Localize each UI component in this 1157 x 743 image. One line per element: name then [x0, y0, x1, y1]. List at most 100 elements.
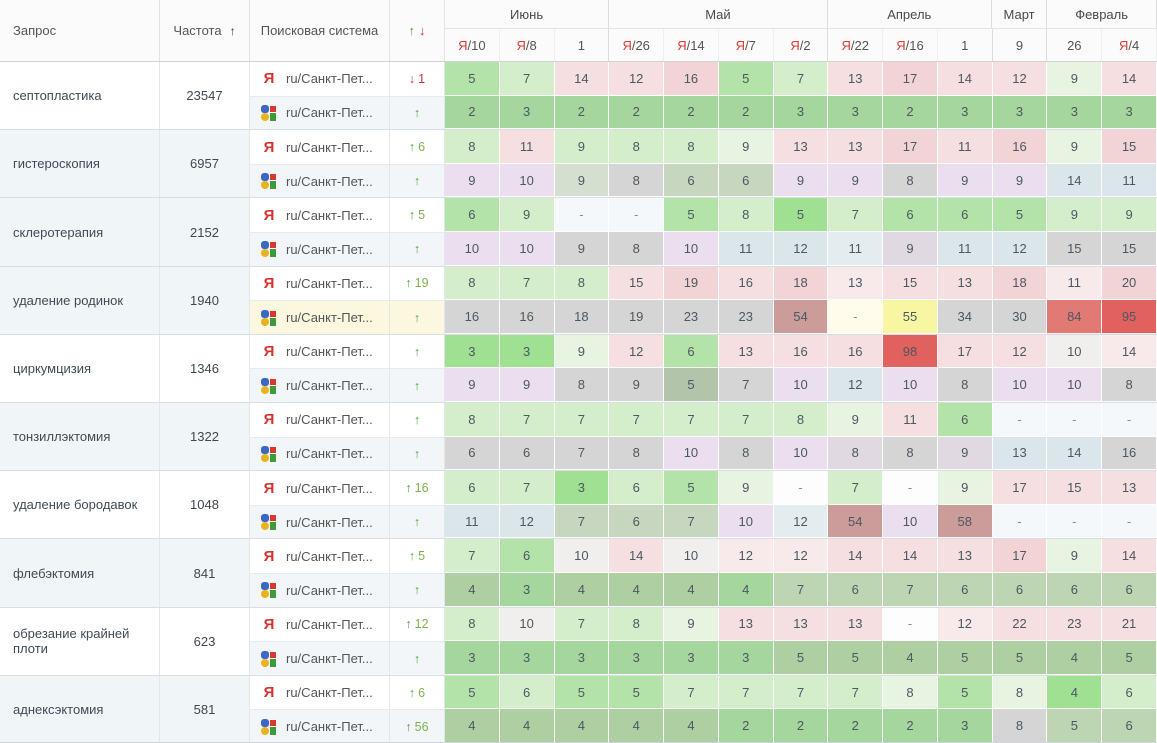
position-cell[interactable]: 9	[718, 130, 774, 164]
position-cell[interactable]: 9	[883, 232, 938, 266]
date-header[interactable]: 1	[938, 29, 993, 61]
position-cell[interactable]: 11	[937, 232, 993, 266]
position-cell[interactable]: 7	[499, 62, 555, 96]
position-cell[interactable]: 21	[1102, 607, 1157, 642]
position-cell[interactable]: 12	[828, 368, 884, 403]
position-cell[interactable]: 11	[1047, 266, 1103, 301]
position-cell[interactable]: 11	[718, 232, 774, 266]
position-cell[interactable]: 9	[1047, 198, 1103, 233]
query-cell[interactable]: обрезание крайней плоти	[0, 607, 160, 675]
position-cell[interactable]: 16	[718, 266, 774, 301]
position-cell[interactable]: 14	[1047, 436, 1103, 471]
position-cell[interactable]: 4	[1047, 675, 1103, 710]
date-header[interactable]: 1	[555, 29, 610, 61]
position-cell[interactable]: 6	[828, 573, 884, 607]
position-cell[interactable]: 9	[445, 163, 500, 198]
position-cell[interactable]: 7	[828, 471, 884, 505]
position-cell[interactable]: 6	[664, 163, 719, 198]
position-cell[interactable]: 9	[499, 368, 555, 403]
position-cell[interactable]: -	[828, 300, 884, 334]
position-cell[interactable]: 10	[1047, 368, 1103, 403]
position-cell[interactable]: 10	[554, 539, 610, 574]
position-cell[interactable]: 8	[554, 266, 610, 301]
position-cell[interactable]: 5	[445, 62, 500, 96]
position-cell[interactable]: 5	[828, 641, 884, 675]
position-cell[interactable]: 20	[1102, 266, 1157, 301]
position-cell[interactable]: 5	[937, 641, 993, 675]
position-cell[interactable]: -	[992, 504, 1048, 539]
column-header-frequency[interactable]: Частота ↑	[160, 0, 250, 61]
position-cell[interactable]: 15	[883, 266, 938, 301]
position-cell[interactable]: 6	[664, 334, 719, 369]
position-cell[interactable]: 6	[445, 198, 500, 233]
position-cell[interactable]: 16	[992, 130, 1048, 164]
query-cell[interactable]: склеротерапия	[0, 198, 160, 266]
query-cell[interactable]: тонзиллэктомия	[0, 403, 160, 471]
position-cell[interactable]: 5	[773, 641, 829, 675]
position-cell[interactable]: 4	[499, 709, 555, 742]
search-engine-cell[interactable]: ru/Санкт-Пет...	[250, 232, 390, 266]
position-cell[interactable]: 15	[1047, 232, 1103, 266]
position-cell[interactable]: 8	[445, 403, 500, 437]
position-cell[interactable]: 22	[992, 607, 1048, 642]
position-cell[interactable]: 58	[937, 504, 993, 539]
position-cell[interactable]: 9	[1047, 130, 1103, 164]
position-cell[interactable]: 10	[499, 232, 555, 266]
position-cell[interactable]: 5	[664, 368, 719, 403]
position-cell[interactable]: 6	[1102, 573, 1157, 607]
position-cell[interactable]: 17	[883, 62, 938, 96]
query-cell[interactable]: флебэктомия	[0, 539, 160, 607]
position-cell[interactable]: 8	[609, 130, 665, 164]
position-cell[interactable]: 9	[937, 471, 993, 505]
position-cell[interactable]: 8	[992, 709, 1048, 742]
position-cell[interactable]: 6	[609, 504, 665, 539]
position-cell[interactable]: 10	[773, 368, 829, 403]
position-cell[interactable]: 8	[609, 607, 665, 642]
position-cell[interactable]: 5	[1102, 641, 1157, 675]
position-cell[interactable]: -	[1102, 504, 1157, 539]
position-cell[interactable]: 4	[664, 573, 719, 607]
position-cell[interactable]: 19	[609, 300, 665, 334]
position-cell[interactable]: 13	[828, 266, 884, 301]
position-cell[interactable]: 8	[664, 130, 719, 164]
position-cell[interactable]: 8	[883, 675, 938, 710]
position-cell[interactable]: 5	[609, 675, 665, 710]
position-cell[interactable]: 7	[554, 403, 610, 437]
position-cell[interactable]: 5	[445, 675, 500, 710]
position-cell[interactable]: 54	[773, 300, 829, 334]
date-header[interactable]: Я/22	[827, 29, 884, 61]
position-cell[interactable]: 2	[609, 95, 665, 130]
position-cell[interactable]: 3	[554, 471, 610, 505]
position-cell[interactable]: 18	[773, 266, 829, 301]
position-cell[interactable]: 10	[499, 607, 555, 642]
position-cell[interactable]: 7	[828, 198, 884, 233]
date-header[interactable]: Я/7	[719, 29, 774, 61]
position-cell[interactable]: 3	[1102, 95, 1157, 130]
position-cell[interactable]: 15	[1102, 232, 1157, 266]
position-cell[interactable]: 10	[883, 504, 938, 539]
position-cell[interactable]: 12	[773, 504, 829, 539]
position-cell[interactable]: 18	[992, 266, 1048, 301]
position-cell[interactable]: 3	[445, 334, 500, 369]
search-engine-cell[interactable]: ru/Санкт-Пет...	[250, 573, 390, 607]
position-cell[interactable]: 16	[664, 62, 719, 96]
position-cell[interactable]: 9	[1047, 539, 1103, 574]
position-cell[interactable]: 9	[1102, 198, 1157, 233]
position-cell[interactable]: 12	[609, 62, 665, 96]
position-cell[interactable]: 2	[445, 95, 500, 130]
position-cell[interactable]: 4	[554, 573, 610, 607]
position-cell[interactable]: 3	[664, 641, 719, 675]
position-cell[interactable]: 6	[609, 471, 665, 505]
position-cell[interactable]: 5	[937, 675, 993, 710]
position-cell[interactable]: 3	[773, 95, 829, 130]
position-cell[interactable]: 7	[883, 573, 938, 607]
position-cell[interactable]: 9	[554, 232, 610, 266]
position-cell[interactable]: 15	[1047, 471, 1103, 505]
position-cell[interactable]: 2	[773, 709, 829, 742]
position-cell[interactable]: 13	[718, 334, 774, 369]
position-cell[interactable]: 9	[718, 471, 774, 505]
